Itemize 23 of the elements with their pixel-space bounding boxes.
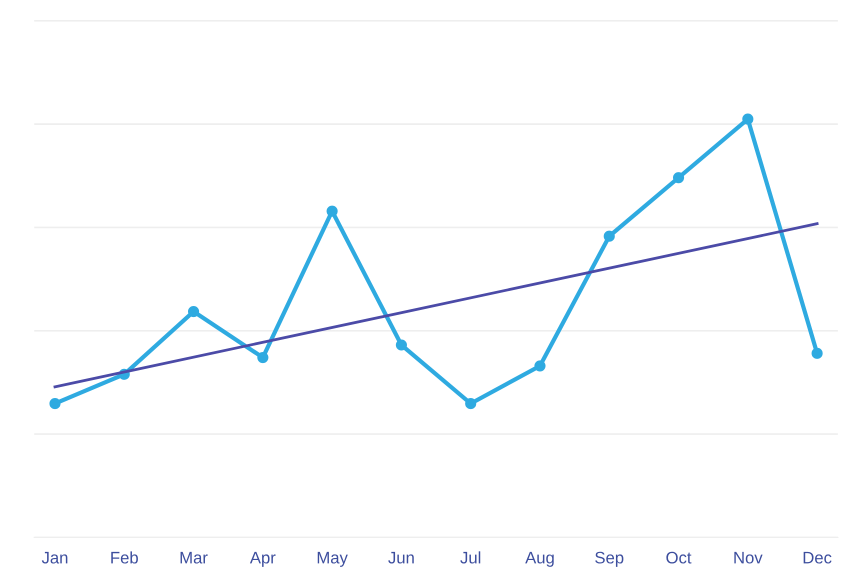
x-tick-label: Apr [250, 552, 276, 567]
x-tick-label: Aug [525, 552, 554, 567]
x-tick-label: Sep [595, 552, 624, 567]
x-tick-label: Oct [666, 552, 692, 564]
x-tick-label: Mar [180, 552, 208, 564]
x-tick-label: Nov [734, 552, 763, 564]
point [812, 348, 823, 359]
point [534, 360, 546, 372]
point [742, 114, 754, 125]
point [396, 339, 407, 351]
point [604, 230, 615, 242]
point [188, 306, 200, 318]
x-tick-label: Jun [388, 552, 414, 564]
x-tick-label: Feb [111, 551, 138, 564]
point [326, 206, 338, 217]
point [672, 172, 684, 184]
point [465, 398, 476, 410]
point [49, 398, 61, 410]
x-tick-label: Jul [460, 551, 480, 564]
point [257, 352, 268, 364]
x-tick-label: Jan [42, 552, 68, 564]
x-tick-label: May [318, 552, 348, 567]
x-tick-label: Dec [804, 552, 832, 564]
